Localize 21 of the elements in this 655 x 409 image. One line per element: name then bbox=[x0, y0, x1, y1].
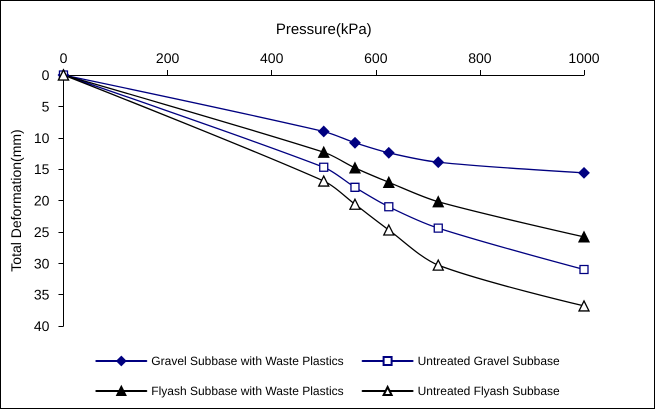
x-axis-title: Pressure(kPa) bbox=[276, 21, 372, 38]
legend-label: Untreated Flyash Subbase bbox=[418, 384, 560, 398]
legend-label: Gravel Subbase with Waste Plastics bbox=[151, 354, 344, 368]
y-tick-label: 25 bbox=[34, 224, 50, 240]
x-tick-label: 1000 bbox=[568, 50, 600, 66]
y-tick-label: 20 bbox=[34, 192, 50, 208]
y-tick-label: 35 bbox=[34, 286, 50, 303]
x-tick-label: 200 bbox=[156, 50, 180, 66]
x-tick-label: 0 bbox=[60, 50, 68, 66]
y-tick-label: 15 bbox=[34, 161, 50, 178]
y-tick-label: 5 bbox=[42, 98, 50, 114]
legend-label: Flyash Subbase with Waste Plastics bbox=[151, 384, 344, 398]
y-tick-label: 40 bbox=[34, 318, 50, 334]
y-axis-title: Total Deformation(mm) bbox=[8, 129, 24, 272]
y-tick-label: 30 bbox=[34, 255, 50, 272]
x-tick-label: 400 bbox=[260, 50, 284, 66]
y-tick-label: 10 bbox=[34, 130, 50, 146]
x-tick-label: 800 bbox=[468, 50, 492, 66]
x-tick-label: 600 bbox=[364, 50, 388, 66]
legend-label: Untreated Gravel Subbase bbox=[418, 354, 560, 368]
y-tick-label: 0 bbox=[42, 67, 50, 83]
